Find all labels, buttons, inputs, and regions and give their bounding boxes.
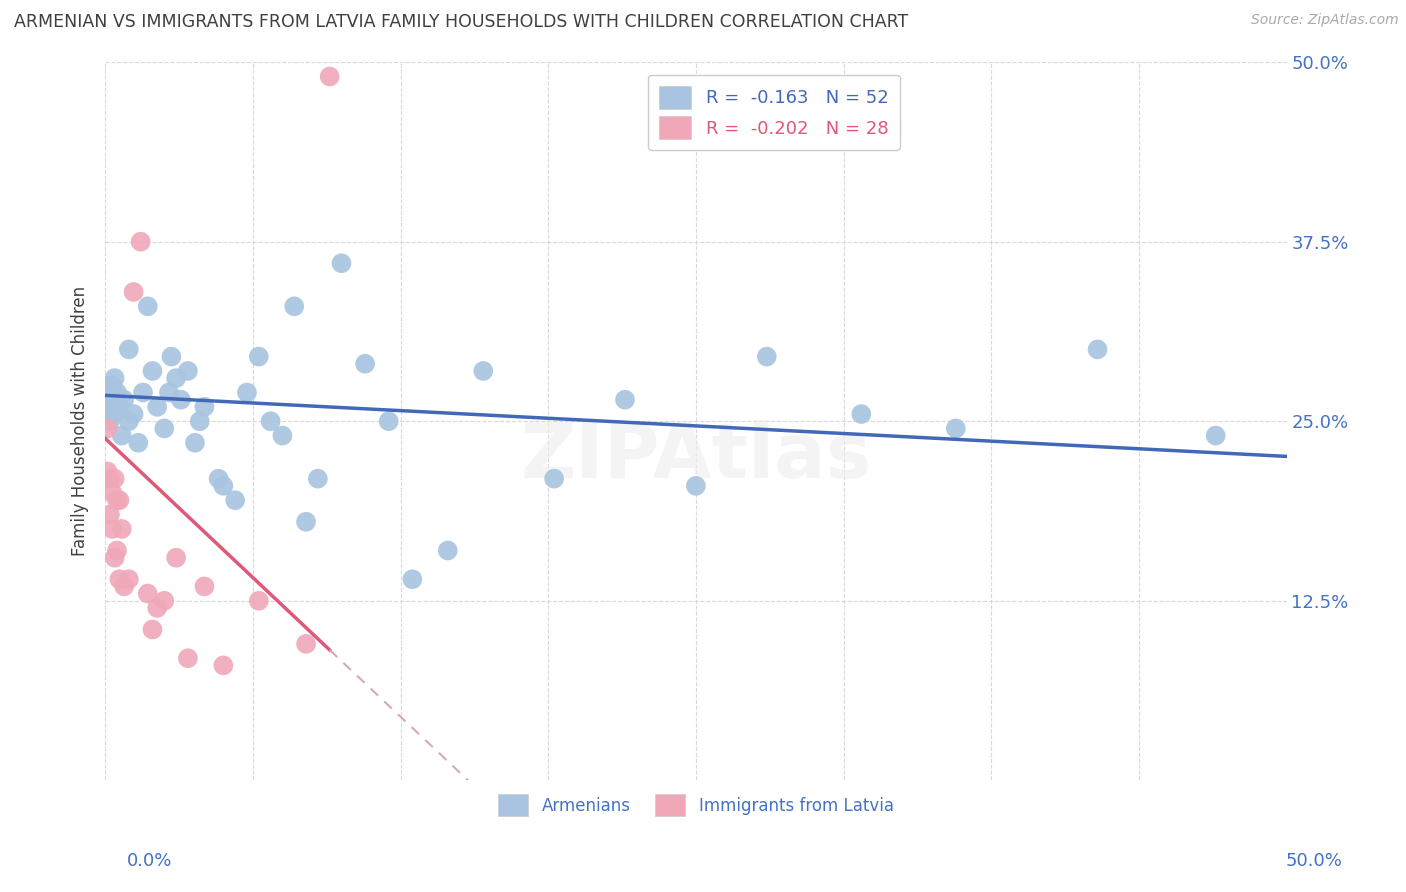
- Point: [104, 472, 127, 486]
- Point: [188, 414, 211, 428]
- Point: [614, 392, 637, 407]
- Point: [401, 572, 423, 586]
- Text: Source: ZipAtlas.com: Source: ZipAtlas.com: [1251, 13, 1399, 28]
- Point: [104, 407, 127, 421]
- Point: [685, 479, 707, 493]
- Point: [212, 479, 235, 493]
- Point: [97, 421, 120, 435]
- Point: [193, 579, 215, 593]
- Point: [247, 593, 270, 607]
- Point: [118, 572, 141, 586]
- Point: [157, 385, 180, 400]
- Point: [104, 550, 127, 565]
- Point: [98, 400, 121, 414]
- Point: [377, 414, 399, 428]
- Point: [177, 651, 200, 665]
- Point: [97, 465, 120, 479]
- Point: [101, 522, 124, 536]
- Point: [755, 350, 778, 364]
- Point: [543, 472, 565, 486]
- Text: 0.0%: 0.0%: [127, 852, 172, 870]
- Point: [271, 428, 294, 442]
- Point: [283, 299, 305, 313]
- Point: [108, 493, 131, 508]
- Point: [236, 385, 259, 400]
- Point: [112, 392, 135, 407]
- Point: [111, 522, 134, 536]
- Point: [207, 472, 229, 486]
- Point: [165, 371, 187, 385]
- Point: [118, 414, 141, 428]
- Y-axis label: Family Households with Children: Family Households with Children: [72, 286, 89, 557]
- Point: [472, 364, 495, 378]
- Point: [105, 543, 128, 558]
- Point: [141, 623, 163, 637]
- Point: [105, 493, 128, 508]
- Point: [108, 400, 131, 414]
- Point: [122, 407, 145, 421]
- Point: [136, 586, 159, 600]
- Point: [132, 385, 155, 400]
- Point: [127, 435, 149, 450]
- Legend: Armenians, Immigrants from Latvia: Armenians, Immigrants from Latvia: [488, 784, 904, 826]
- Point: [295, 515, 318, 529]
- Point: [247, 350, 270, 364]
- Point: [945, 421, 967, 435]
- Point: [212, 658, 235, 673]
- Point: [105, 385, 128, 400]
- Point: [330, 256, 353, 270]
- Point: [170, 392, 193, 407]
- Point: [98, 472, 121, 486]
- Point: [101, 378, 124, 392]
- Point: [153, 421, 176, 435]
- Point: [112, 579, 135, 593]
- Point: [122, 285, 145, 299]
- Point: [97, 385, 120, 400]
- Point: [146, 400, 169, 414]
- Point: [259, 414, 281, 428]
- Point: [295, 637, 318, 651]
- Point: [108, 572, 131, 586]
- Point: [146, 601, 169, 615]
- Point: [177, 364, 200, 378]
- Point: [1205, 428, 1227, 442]
- Point: [1087, 343, 1109, 357]
- Point: [224, 493, 246, 508]
- Point: [153, 593, 176, 607]
- Point: [101, 392, 124, 407]
- Point: [101, 486, 124, 500]
- Point: [118, 343, 141, 357]
- Point: [193, 400, 215, 414]
- Point: [141, 364, 163, 378]
- Point: [104, 371, 127, 385]
- Point: [354, 357, 377, 371]
- Text: ARMENIAN VS IMMIGRANTS FROM LATVIA FAMILY HOUSEHOLDS WITH CHILDREN CORRELATION C: ARMENIAN VS IMMIGRANTS FROM LATVIA FAMIL…: [14, 13, 908, 31]
- Text: 50.0%: 50.0%: [1286, 852, 1343, 870]
- Point: [318, 70, 340, 84]
- Point: [436, 543, 458, 558]
- Point: [851, 407, 873, 421]
- Point: [98, 508, 121, 522]
- Point: [111, 428, 134, 442]
- Point: [160, 350, 183, 364]
- Point: [307, 472, 329, 486]
- Text: ZIPAtlas: ZIPAtlas: [520, 420, 872, 494]
- Point: [129, 235, 152, 249]
- Point: [136, 299, 159, 313]
- Point: [98, 414, 121, 428]
- Point: [184, 435, 207, 450]
- Point: [165, 550, 187, 565]
